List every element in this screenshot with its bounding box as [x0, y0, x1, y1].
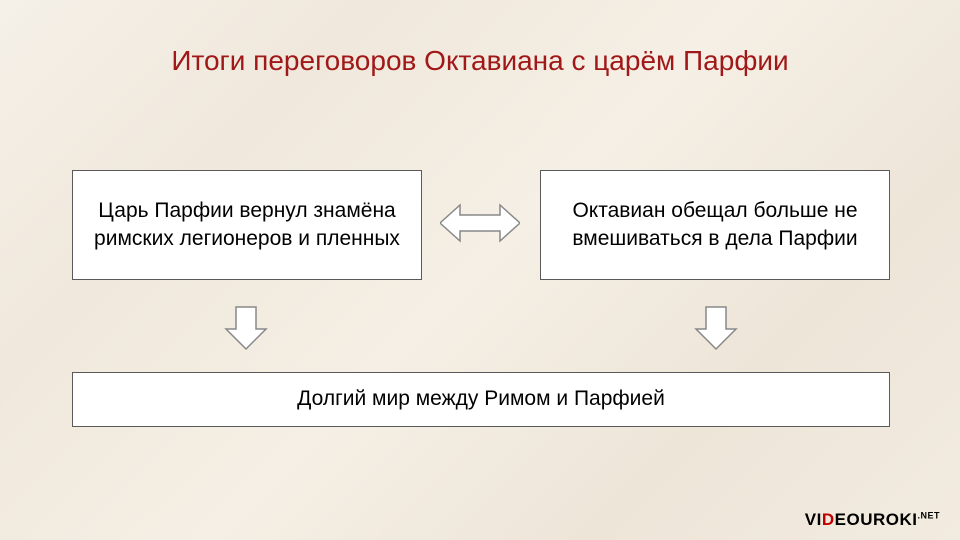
down-arrow-right-icon: [692, 303, 740, 351]
watermark-part2: D: [822, 510, 835, 529]
title-text: Итоги переговоров Октавиана с царём Парф…: [171, 45, 788, 76]
slide-title: Итоги переговоров Октавиана с царём Парф…: [0, 0, 960, 77]
box-bottom-text: Долгий мир между Римом и Парфией: [297, 385, 665, 413]
watermark-part4: .NET: [917, 510, 940, 520]
box-octavian: Октавиан обещал больше не вмешиваться в …: [540, 170, 890, 280]
watermark-part3: EOUROKI: [835, 510, 918, 529]
box-parthia-king: Царь Парфии вернул знамёна римских легио…: [72, 170, 422, 280]
watermark: VIDEOUROKI.NET: [805, 510, 940, 530]
double-arrow-icon: [440, 197, 520, 249]
box-peace-result: Долгий мир между Римом и Парфией: [72, 372, 890, 427]
box-left-text: Царь Парфии вернул знамёна римских легио…: [91, 197, 403, 254]
down-arrow-left-icon: [222, 303, 270, 351]
watermark-part1: VI: [805, 510, 822, 529]
box-right-text: Октавиан обещал больше не вмешиваться в …: [559, 197, 871, 254]
